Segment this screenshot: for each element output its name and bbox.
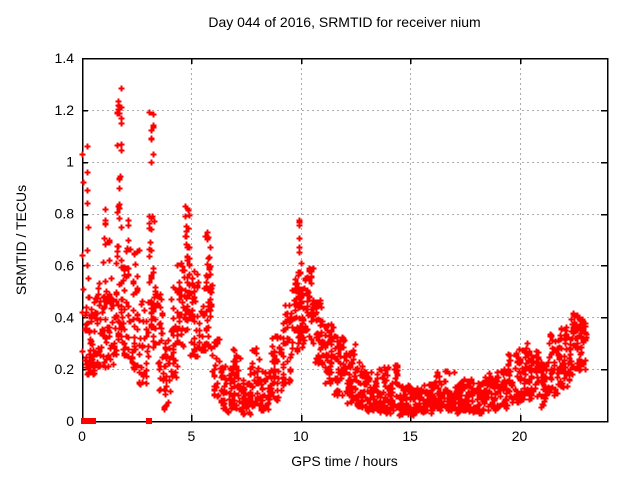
- plot-border: [81, 57, 609, 423]
- y-tick-label: 0: [66, 413, 74, 429]
- y-tick-label: 1.2: [55, 102, 75, 118]
- y-tick-label: 0.4: [55, 309, 75, 325]
- y-tick-label: 1.4: [55, 50, 75, 66]
- chart-title: Day 044 of 2016, SRMTID for receiver niu…: [208, 14, 481, 30]
- grid-lines: [82, 58, 607, 421]
- y-tick-label: 0.8: [55, 206, 75, 222]
- x-axis-label: GPS time / hours: [291, 453, 398, 469]
- y-tick-label: 1: [66, 154, 74, 170]
- scatter-points: [79, 85, 590, 419]
- x-tick-label: 5: [187, 428, 195, 444]
- y-tick-label: 0.2: [55, 361, 75, 377]
- x-tick-label: 0: [78, 428, 86, 444]
- zero-square-marker: [146, 418, 152, 424]
- x-tick-label: 10: [293, 428, 309, 444]
- zero-square-marker: [81, 418, 87, 424]
- zero-square-marker: [90, 418, 96, 424]
- y-tick-label: 0.6: [55, 257, 75, 273]
- x-tick-label: 20: [512, 428, 528, 444]
- x-tick-label: 15: [402, 428, 418, 444]
